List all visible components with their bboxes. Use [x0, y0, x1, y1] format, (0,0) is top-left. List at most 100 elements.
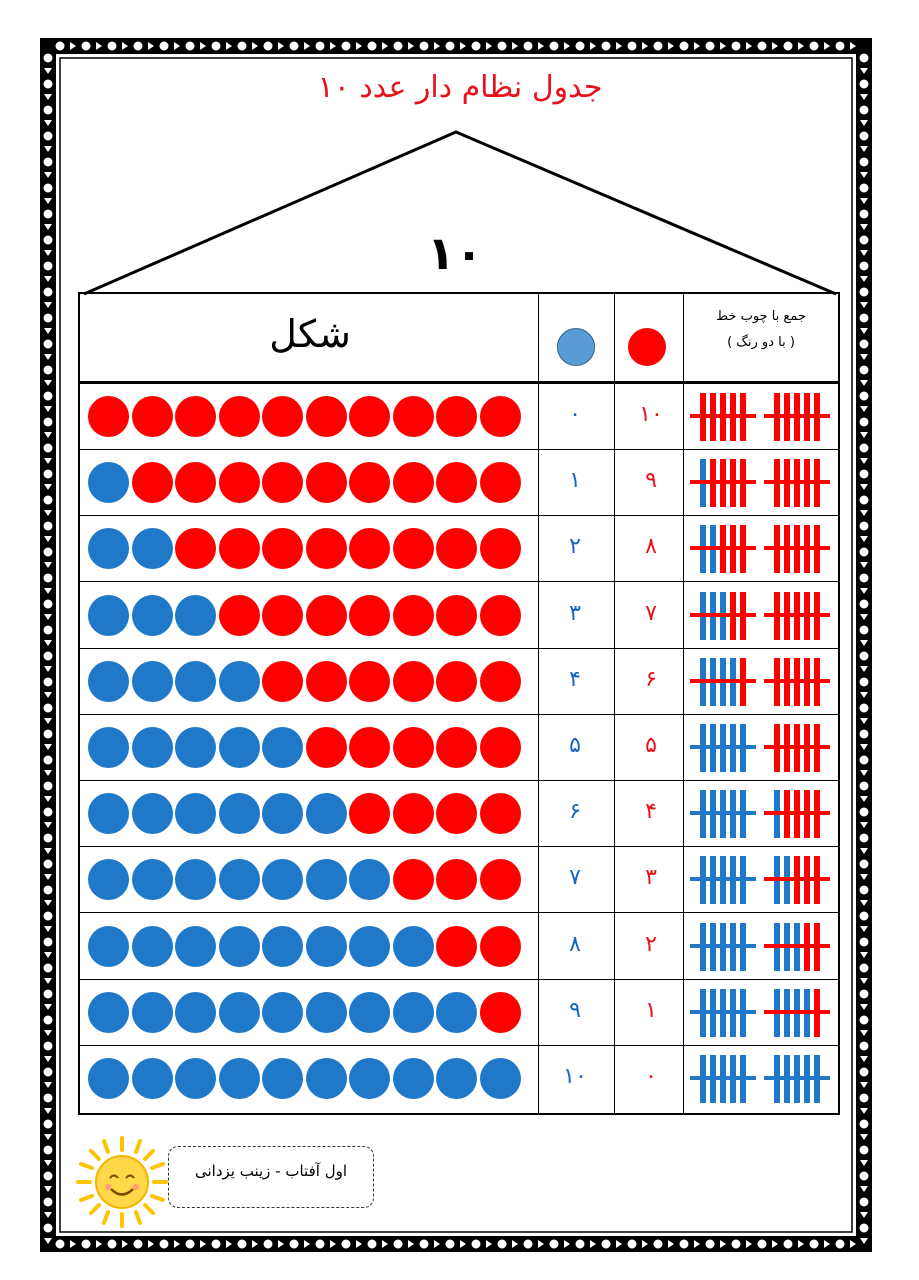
red-dot [392, 396, 434, 437]
red-dot [436, 594, 477, 636]
red-count: ۶ [645, 666, 657, 692]
sticks-header-line2: ( با دو رنگ ) [727, 335, 795, 350]
red-dot [436, 727, 477, 768]
red-dot [436, 793, 477, 835]
red-dot [436, 925, 477, 967]
red-dot [436, 396, 477, 437]
blue-dot [88, 793, 129, 835]
red-dot [262, 462, 303, 504]
red-dot [392, 462, 434, 504]
blue-dot [175, 727, 216, 768]
blue-dot [262, 1058, 303, 1099]
red-count: ۹ [645, 468, 657, 494]
blue-dot [262, 991, 303, 1033]
table-row: ۰ ۱۰ [80, 384, 838, 450]
red-dot [305, 396, 347, 437]
number-table: شکل جمع با چوب خط ( با دو رنگ ) ۰ ۱۰ ۱ ۹ ۲ ۸ ۳… [78, 292, 840, 1115]
tally-sticks [690, 393, 830, 441]
tally-cross-stick [690, 480, 756, 485]
tally-cross-stick [764, 811, 830, 816]
column-divider [538, 294, 539, 1113]
red-dot [305, 462, 347, 504]
blue-dot [175, 793, 216, 835]
red-dot [349, 727, 390, 768]
blue-dot [88, 727, 129, 768]
red-dot [262, 594, 303, 636]
blue-dot [349, 859, 390, 901]
red-dot [218, 594, 260, 636]
dots-figure [88, 516, 528, 582]
blue-count: ۶ [569, 799, 581, 825]
red-dot [479, 925, 521, 967]
blue-dot [175, 925, 216, 967]
dots-figure [88, 715, 528, 781]
blue-dot [175, 991, 216, 1033]
tally-sticks [690, 724, 830, 772]
blue-count: ۲ [569, 534, 581, 560]
blue-dot [88, 1058, 129, 1099]
tally-cross-stick [764, 943, 830, 948]
red-dot [175, 396, 216, 437]
red-dot [392, 660, 434, 702]
blue-dot [436, 991, 477, 1033]
red-dot [392, 727, 434, 768]
tally-cross-stick [764, 678, 830, 683]
tally-sticks [690, 856, 830, 905]
blue-dot [436, 1058, 477, 1099]
house-number: ۱۰ [426, 226, 484, 280]
red-dot [349, 793, 390, 835]
decorative-border [40, 38, 872, 1252]
tally-cross-stick [764, 480, 830, 485]
blue-count: ۱۰ [563, 1064, 587, 1089]
red-dot [349, 594, 390, 636]
red-dot [479, 396, 521, 437]
dots-figure [88, 980, 528, 1046]
tally-sticks [690, 790, 830, 839]
blue-dot [262, 925, 303, 967]
blue-dot [88, 859, 129, 901]
red-dot [175, 462, 216, 504]
column-divider [683, 294, 684, 1113]
tally-cross-stick [690, 877, 756, 882]
worksheet-title: جدول نظام دار عدد ۱۰ [317, 70, 603, 105]
blue-dot [349, 1058, 390, 1099]
dots-figure [88, 649, 528, 715]
blue-dot [131, 660, 173, 702]
blue-dot [131, 727, 173, 768]
red-dot [218, 462, 260, 504]
blue-count: ۵ [569, 733, 581, 758]
red-dot [436, 462, 477, 504]
red-dot [479, 594, 521, 636]
blue-dot [305, 991, 347, 1033]
blue-dot [479, 1058, 521, 1099]
red-dot [218, 396, 260, 437]
red-count: ۱ [645, 997, 657, 1023]
red-dot [479, 859, 521, 901]
red-dot [479, 727, 521, 768]
red-dot [305, 660, 347, 702]
red-dot [262, 528, 303, 570]
dots-figure [88, 450, 528, 516]
blue-dot [392, 991, 434, 1033]
blue-dot [175, 660, 216, 702]
tally-cross-stick [764, 1076, 830, 1080]
red-dot [479, 660, 521, 702]
blue-dot [262, 727, 303, 768]
tally-cross-stick [764, 612, 830, 617]
blue-dot [131, 859, 173, 901]
sticks-column-header: جمع با چوب خط ( با دو رنگ ) [684, 304, 838, 356]
dots-figure [88, 914, 528, 980]
tally-sticks [690, 459, 830, 508]
dots-figure [88, 781, 528, 847]
red-count: ۴ [645, 799, 657, 825]
tally-cross-stick [764, 745, 830, 749]
blue-count: ۱ [569, 468, 581, 494]
tally-cross-stick [690, 546, 756, 551]
red-count: ۳ [645, 865, 657, 891]
shape-column-header: شکل [269, 312, 351, 356]
blue-count: ۸ [569, 931, 581, 957]
